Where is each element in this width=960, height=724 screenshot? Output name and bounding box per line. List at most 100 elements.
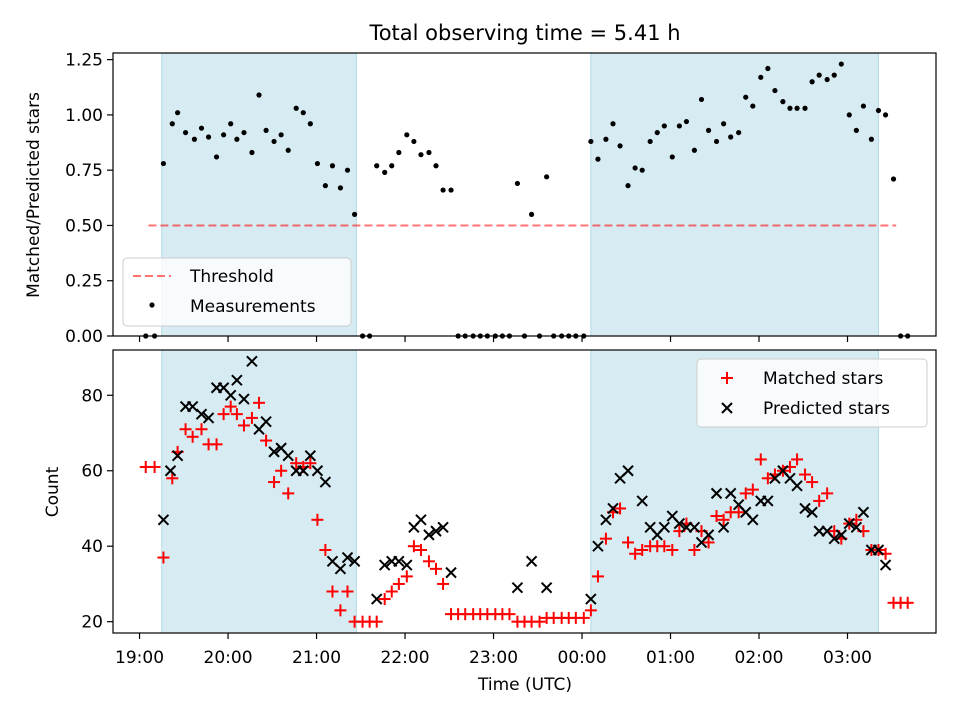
top-x-ticks bbox=[138, 336, 849, 342]
measurement-point bbox=[169, 121, 175, 127]
measurement-point bbox=[595, 156, 601, 162]
measurement-point bbox=[448, 187, 454, 193]
y-tick-label: 80 bbox=[81, 386, 103, 406]
predicted-stars-points bbox=[157, 355, 892, 605]
measurement-point bbox=[610, 121, 616, 127]
measurement-point bbox=[344, 167, 351, 173]
measurement-point bbox=[683, 118, 690, 125]
measurement-point bbox=[632, 165, 638, 171]
predicted-star-point bbox=[246, 355, 258, 368]
predicted-star-point bbox=[311, 465, 324, 477]
predicted-star-point bbox=[717, 521, 730, 534]
matched-star-point bbox=[400, 570, 413, 583]
measurement-point bbox=[860, 103, 867, 109]
measurement-point bbox=[647, 138, 653, 145]
top-y-axis-label: Matched/Predicted stars bbox=[24, 92, 44, 298]
measurement-point bbox=[293, 105, 299, 111]
predicted-star-point bbox=[415, 514, 427, 526]
measurement-point bbox=[743, 94, 749, 100]
predicted-star-point bbox=[850, 521, 863, 534]
matched-star-point bbox=[370, 615, 383, 628]
x-tick-label: 01:00 bbox=[646, 648, 695, 668]
matched-star-point bbox=[224, 400, 237, 413]
measurement-point bbox=[831, 72, 837, 78]
measurement-point bbox=[758, 74, 764, 80]
matched-star-point bbox=[186, 430, 199, 443]
bottom-x-axis-label: Time (UTC) bbox=[477, 675, 572, 695]
measurement-point bbox=[228, 121, 234, 127]
measurement-point bbox=[256, 92, 262, 98]
predicted-star-point bbox=[828, 532, 840, 545]
x-tick-label: 19:00 bbox=[115, 648, 164, 668]
predicted-star-point bbox=[835, 529, 848, 541]
matched-star-point bbox=[901, 596, 914, 609]
predicted-star-point bbox=[304, 449, 317, 462]
predicted-star-point bbox=[636, 495, 648, 507]
matched-star-point bbox=[311, 513, 324, 526]
matched-star-point bbox=[636, 543, 649, 556]
predicted-star-point bbox=[702, 529, 715, 541]
predicted-star-point bbox=[592, 540, 604, 552]
predicted-star-point bbox=[762, 495, 774, 507]
matched-star-point bbox=[282, 487, 295, 500]
matched-star-point bbox=[614, 502, 627, 515]
bottom-legend-box bbox=[696, 358, 928, 428]
legend-predicted-label: Predicted stars bbox=[763, 399, 890, 419]
measurement-point bbox=[669, 154, 675, 160]
measurement-point bbox=[182, 129, 189, 136]
measurement-point bbox=[249, 149, 255, 156]
matched-star-point bbox=[732, 506, 745, 519]
bottom-panel-frame bbox=[112, 349, 937, 634]
predicted-star-point bbox=[171, 449, 184, 462]
measurement-point bbox=[300, 110, 306, 116]
predicted-star-point bbox=[238, 393, 250, 405]
predicted-star-point bbox=[724, 487, 737, 500]
matched-star-point bbox=[179, 423, 192, 436]
predicted-star-point bbox=[688, 521, 701, 534]
x-tick-label: 23:00 bbox=[469, 648, 518, 668]
measurement-point bbox=[721, 121, 727, 127]
matched-star-point bbox=[503, 608, 516, 621]
bottom-y-ticks: 20 40 60 80 bbox=[81, 386, 113, 633]
matched-star-point bbox=[799, 468, 812, 481]
measurement-point bbox=[603, 136, 609, 142]
matched-star-point bbox=[166, 472, 179, 485]
measurement-point bbox=[241, 129, 247, 136]
predicted-star-point bbox=[511, 582, 524, 594]
predicted-star-point bbox=[540, 582, 553, 594]
predicted-star-point bbox=[423, 529, 435, 541]
matched-star-point bbox=[577, 611, 590, 624]
matched-star-point bbox=[334, 604, 347, 617]
matched-star-point bbox=[422, 555, 435, 568]
predicted-star-point bbox=[378, 559, 391, 571]
bottom-x-ticks: 19:00 20:00 21:00 22:00 23:00 00:00 01:00 02:00… bbox=[115, 633, 872, 668]
matched-star-point bbox=[392, 577, 405, 590]
measurement-point bbox=[221, 132, 227, 138]
top-shaded-spans bbox=[161, 52, 879, 337]
predicted-star-point bbox=[879, 559, 892, 571]
measurement-point bbox=[853, 127, 859, 133]
measurement-point bbox=[765, 65, 771, 72]
top-legend-box bbox=[122, 257, 352, 327]
x-tick-label: 03:00 bbox=[823, 648, 872, 668]
measurement-point bbox=[794, 105, 800, 111]
matched-star-point bbox=[437, 577, 450, 590]
measurement-point bbox=[617, 143, 623, 149]
measurement-point bbox=[329, 163, 336, 169]
legend-measurements-swatch bbox=[149, 302, 155, 308]
predicted-star-point bbox=[164, 465, 177, 477]
measurement-point bbox=[625, 183, 631, 189]
predicted-star-point bbox=[341, 551, 354, 564]
measurement-point bbox=[728, 134, 734, 140]
matched-star-point bbox=[195, 423, 208, 436]
measurement-point bbox=[868, 136, 874, 142]
x-tick-label: 20:00 bbox=[204, 648, 253, 668]
predicted-star-point bbox=[622, 465, 634, 477]
matched-star-point bbox=[210, 438, 223, 451]
measurement-point bbox=[691, 147, 698, 153]
matched-star-point bbox=[148, 460, 161, 473]
measurement-point bbox=[705, 127, 712, 133]
predicted-star-point bbox=[157, 514, 170, 526]
matched-star-point bbox=[584, 604, 597, 617]
measurement-point bbox=[382, 169, 388, 175]
